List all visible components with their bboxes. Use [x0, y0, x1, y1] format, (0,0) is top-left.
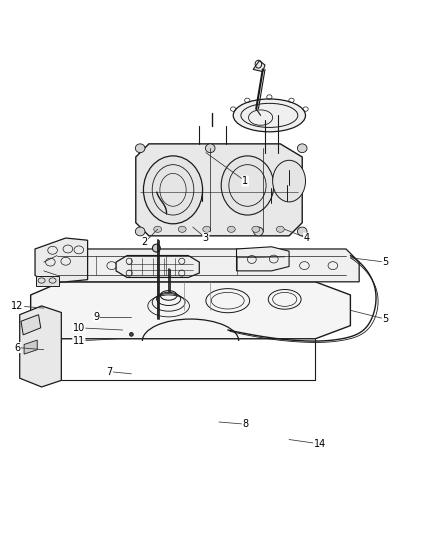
Text: 1: 1	[242, 176, 248, 186]
Text: 8: 8	[242, 419, 248, 429]
Text: 3: 3	[203, 233, 209, 243]
Ellipse shape	[154, 226, 162, 232]
Ellipse shape	[205, 144, 215, 152]
Ellipse shape	[227, 226, 235, 232]
Text: 5: 5	[382, 314, 389, 324]
Text: 4: 4	[304, 233, 310, 243]
Polygon shape	[116, 255, 199, 278]
Polygon shape	[158, 203, 177, 219]
Ellipse shape	[135, 144, 145, 152]
Ellipse shape	[276, 226, 284, 232]
Ellipse shape	[130, 333, 133, 336]
Polygon shape	[193, 201, 212, 214]
Text: 14: 14	[314, 439, 326, 449]
Polygon shape	[31, 326, 61, 381]
Polygon shape	[265, 201, 280, 212]
Ellipse shape	[297, 227, 307, 236]
Polygon shape	[283, 199, 297, 209]
Text: 12: 12	[11, 301, 24, 311]
Polygon shape	[21, 314, 41, 335]
Ellipse shape	[233, 99, 305, 132]
Polygon shape	[44, 249, 359, 282]
Text: 9: 9	[93, 312, 99, 322]
Text: 10: 10	[73, 323, 85, 333]
Ellipse shape	[144, 156, 202, 224]
Ellipse shape	[135, 227, 145, 236]
Ellipse shape	[203, 226, 211, 232]
Ellipse shape	[254, 227, 263, 236]
Ellipse shape	[297, 144, 307, 152]
Ellipse shape	[178, 226, 186, 232]
Polygon shape	[237, 247, 289, 271]
Ellipse shape	[272, 160, 305, 202]
Polygon shape	[36, 276, 59, 286]
Text: 11: 11	[73, 336, 85, 346]
Polygon shape	[24, 340, 37, 354]
Polygon shape	[136, 144, 302, 236]
Polygon shape	[20, 306, 61, 387]
Text: 7: 7	[106, 367, 113, 377]
Ellipse shape	[221, 156, 274, 215]
Polygon shape	[31, 282, 350, 339]
Text: 6: 6	[14, 343, 21, 352]
Ellipse shape	[252, 226, 260, 232]
Polygon shape	[253, 61, 265, 71]
Polygon shape	[35, 238, 88, 282]
Text: 5: 5	[382, 257, 389, 267]
Text: 2: 2	[141, 237, 148, 247]
Ellipse shape	[152, 244, 160, 252]
